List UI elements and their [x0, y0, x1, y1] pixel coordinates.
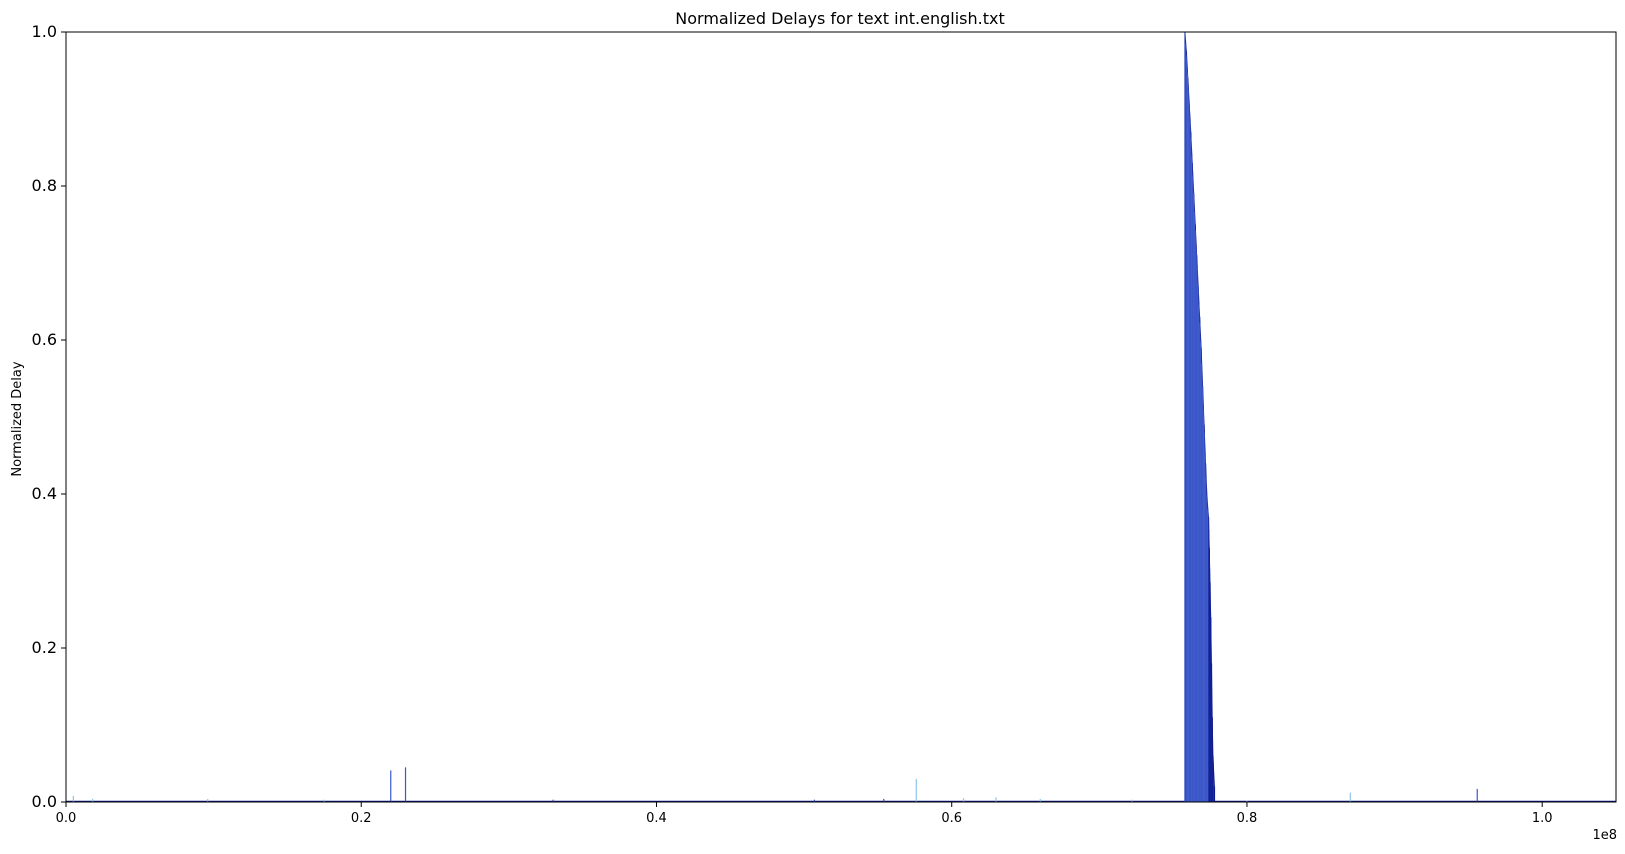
- chart-title: Normalized Delays for text int.english.t…: [675, 9, 1004, 28]
- x-tick-label: 1.0: [1532, 811, 1553, 826]
- y-tick-label: 0.8: [32, 176, 57, 195]
- y-tick-label: 0.4: [32, 484, 57, 503]
- y-tick-label: 0.2: [32, 638, 57, 657]
- y-tick-label: 0.6: [32, 330, 57, 349]
- x-axis-offset-label: 1e8: [1592, 828, 1617, 843]
- x-tick-label: 0.4: [646, 811, 667, 826]
- plot-area: [66, 31, 1616, 803]
- x-tick-label: 0.8: [1237, 811, 1258, 826]
- x-tick-label: 0.6: [941, 811, 962, 826]
- y-tick-label: 1.0: [32, 22, 57, 41]
- x-tick-label: 0.2: [351, 811, 372, 826]
- axes-frame: [65, 31, 1617, 803]
- axes: 0.0 0.2 0.4 0.6 0.8 1.0 0.0 0.2 0.4 0.6 0.8 1.0: [32, 22, 1617, 826]
- y-tick-label: 0.0: [32, 792, 57, 811]
- x-tick-label: 0.0: [56, 811, 77, 826]
- y-axis-label: Normalized Delay: [10, 361, 25, 476]
